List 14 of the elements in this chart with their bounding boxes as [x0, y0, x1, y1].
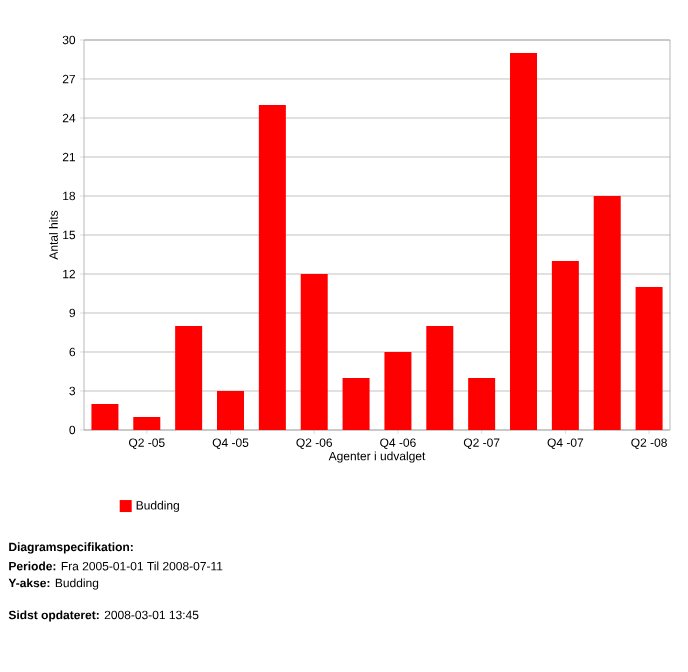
bar [593, 195, 621, 430]
bar [342, 377, 370, 430]
bar [217, 390, 244, 430]
bar [551, 260, 579, 430]
bar [175, 325, 203, 430]
bar [468, 377, 496, 430]
bar [300, 273, 328, 430]
bar [510, 52, 538, 430]
bar [133, 416, 161, 430]
bar [258, 104, 286, 430]
bar [384, 351, 412, 430]
bar [426, 325, 454, 430]
bar [91, 403, 119, 430]
bar [635, 286, 663, 430]
